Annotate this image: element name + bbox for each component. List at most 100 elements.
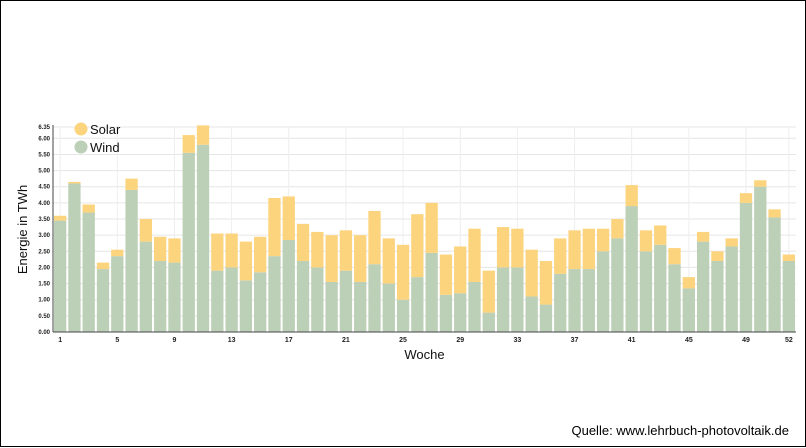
bar-solar (68, 181, 81, 184)
bar-wind (325, 281, 338, 332)
bar-wind (339, 270, 353, 332)
bar-solar (454, 246, 467, 294)
bar-solar (639, 230, 653, 252)
bar-solar (496, 227, 510, 268)
y-tick-label: 3.50 (38, 217, 50, 223)
bar-solar (96, 262, 110, 270)
bar-solar (282, 196, 295, 240)
x-tick-label: 9 (172, 337, 176, 344)
bar-wind (239, 280, 253, 332)
x-tick-label: 1 (58, 337, 62, 344)
bar-wind (696, 241, 710, 332)
bar-wind (296, 260, 310, 332)
bar-solar (725, 238, 738, 247)
bar-solar (582, 228, 595, 270)
bar-wind (311, 267, 324, 332)
bar-wind (668, 264, 681, 332)
bar-solar (682, 277, 695, 289)
bar-solar (382, 238, 395, 284)
bar-solar (482, 270, 495, 313)
bar-wind (439, 294, 453, 332)
x-tick-label: 25 (399, 337, 407, 344)
bar-wind (139, 241, 153, 332)
y-tick-label: 2.50 (38, 249, 50, 255)
bar-wind (225, 267, 238, 332)
legend-label: Solar (90, 122, 121, 137)
y-tick-label: 6.35 (38, 125, 50, 131)
bar-solar (596, 228, 610, 252)
bar-wind (396, 299, 410, 332)
bar-wind (368, 264, 381, 332)
bar-wind (511, 267, 524, 332)
y-tick-label: 2.00 (38, 265, 50, 271)
y-tick-label: 3.00 (38, 233, 50, 239)
bar-solar (568, 230, 581, 270)
legend-label: Wind (90, 140, 120, 155)
bar-solar (396, 244, 410, 300)
legend-swatch (74, 122, 88, 136)
x-tick-label: 17 (285, 337, 293, 344)
x-tick-label: 5 (115, 337, 119, 344)
bar-wind (382, 283, 395, 332)
x-tick-label: 49 (742, 337, 750, 344)
bar-solar (339, 230, 353, 271)
y-tick-label: 4.50 (38, 185, 50, 191)
bar-wind (725, 246, 738, 332)
bar-wind (482, 312, 495, 332)
y-tick-label: 4.00 (38, 201, 50, 207)
bar-solar (654, 225, 667, 245)
x-tick-label: 13 (228, 337, 236, 344)
y-tick-label: 5.00 (38, 169, 50, 175)
bar-solar (696, 231, 710, 242)
bar-wind (739, 202, 753, 332)
bar-wind (68, 183, 81, 332)
bar-wind (468, 281, 481, 332)
bar-wind (82, 212, 95, 332)
bar-solar (711, 251, 724, 261)
bar-wind (54, 220, 67, 332)
x-tick-label: 33 (513, 337, 521, 344)
bar-solar (139, 219, 153, 242)
bar-wind (539, 304, 553, 332)
bar-solar (325, 235, 338, 282)
bar-solar (254, 236, 267, 273)
x-axis-label: Woche (404, 347, 444, 362)
bar-wind (711, 260, 724, 332)
bar-wind (154, 260, 167, 332)
bar-solar (368, 210, 381, 265)
bar-solar (296, 223, 310, 261)
bar-solar (739, 193, 753, 203)
bar-wind (96, 269, 110, 332)
bar-solar (54, 215, 67, 221)
bar-wind (211, 270, 224, 332)
bar-wind (354, 281, 367, 332)
bar-wind (611, 238, 624, 332)
x-tick-label: 37 (571, 337, 579, 344)
bar-wind (754, 186, 767, 332)
bar-solar (625, 185, 638, 207)
bar-solar (439, 254, 453, 295)
y-axis: 0.00 0.50 1.00 1.50 2.00 2.50 3.00 3.50 4.00 4.50… (38, 125, 54, 336)
bar-wind (425, 252, 438, 332)
x-tick-label: 21 (342, 337, 350, 344)
y-axis-label: Energie in TWh (15, 185, 30, 274)
bar-solar (154, 236, 167, 261)
y-tick-label: 6.00 (38, 136, 50, 142)
source-note: Quelle: www.lehrbuch-photovoltaik.de (571, 423, 789, 438)
y-tick-label: 5.50 (38, 152, 50, 158)
bar-wind (682, 288, 695, 332)
bar-wind (254, 272, 267, 332)
y-tick-label: 1.50 (38, 282, 50, 288)
bar-wind (125, 189, 138, 332)
bar-solar (111, 249, 124, 257)
bar-wind (454, 293, 467, 332)
bar-solar (539, 260, 553, 305)
bar-wind (525, 296, 538, 332)
bar-solar (196, 125, 210, 145)
bar-solar (754, 180, 767, 187)
bar-wind (196, 144, 210, 332)
bar-wind (625, 206, 638, 332)
bar-wind (111, 256, 124, 332)
